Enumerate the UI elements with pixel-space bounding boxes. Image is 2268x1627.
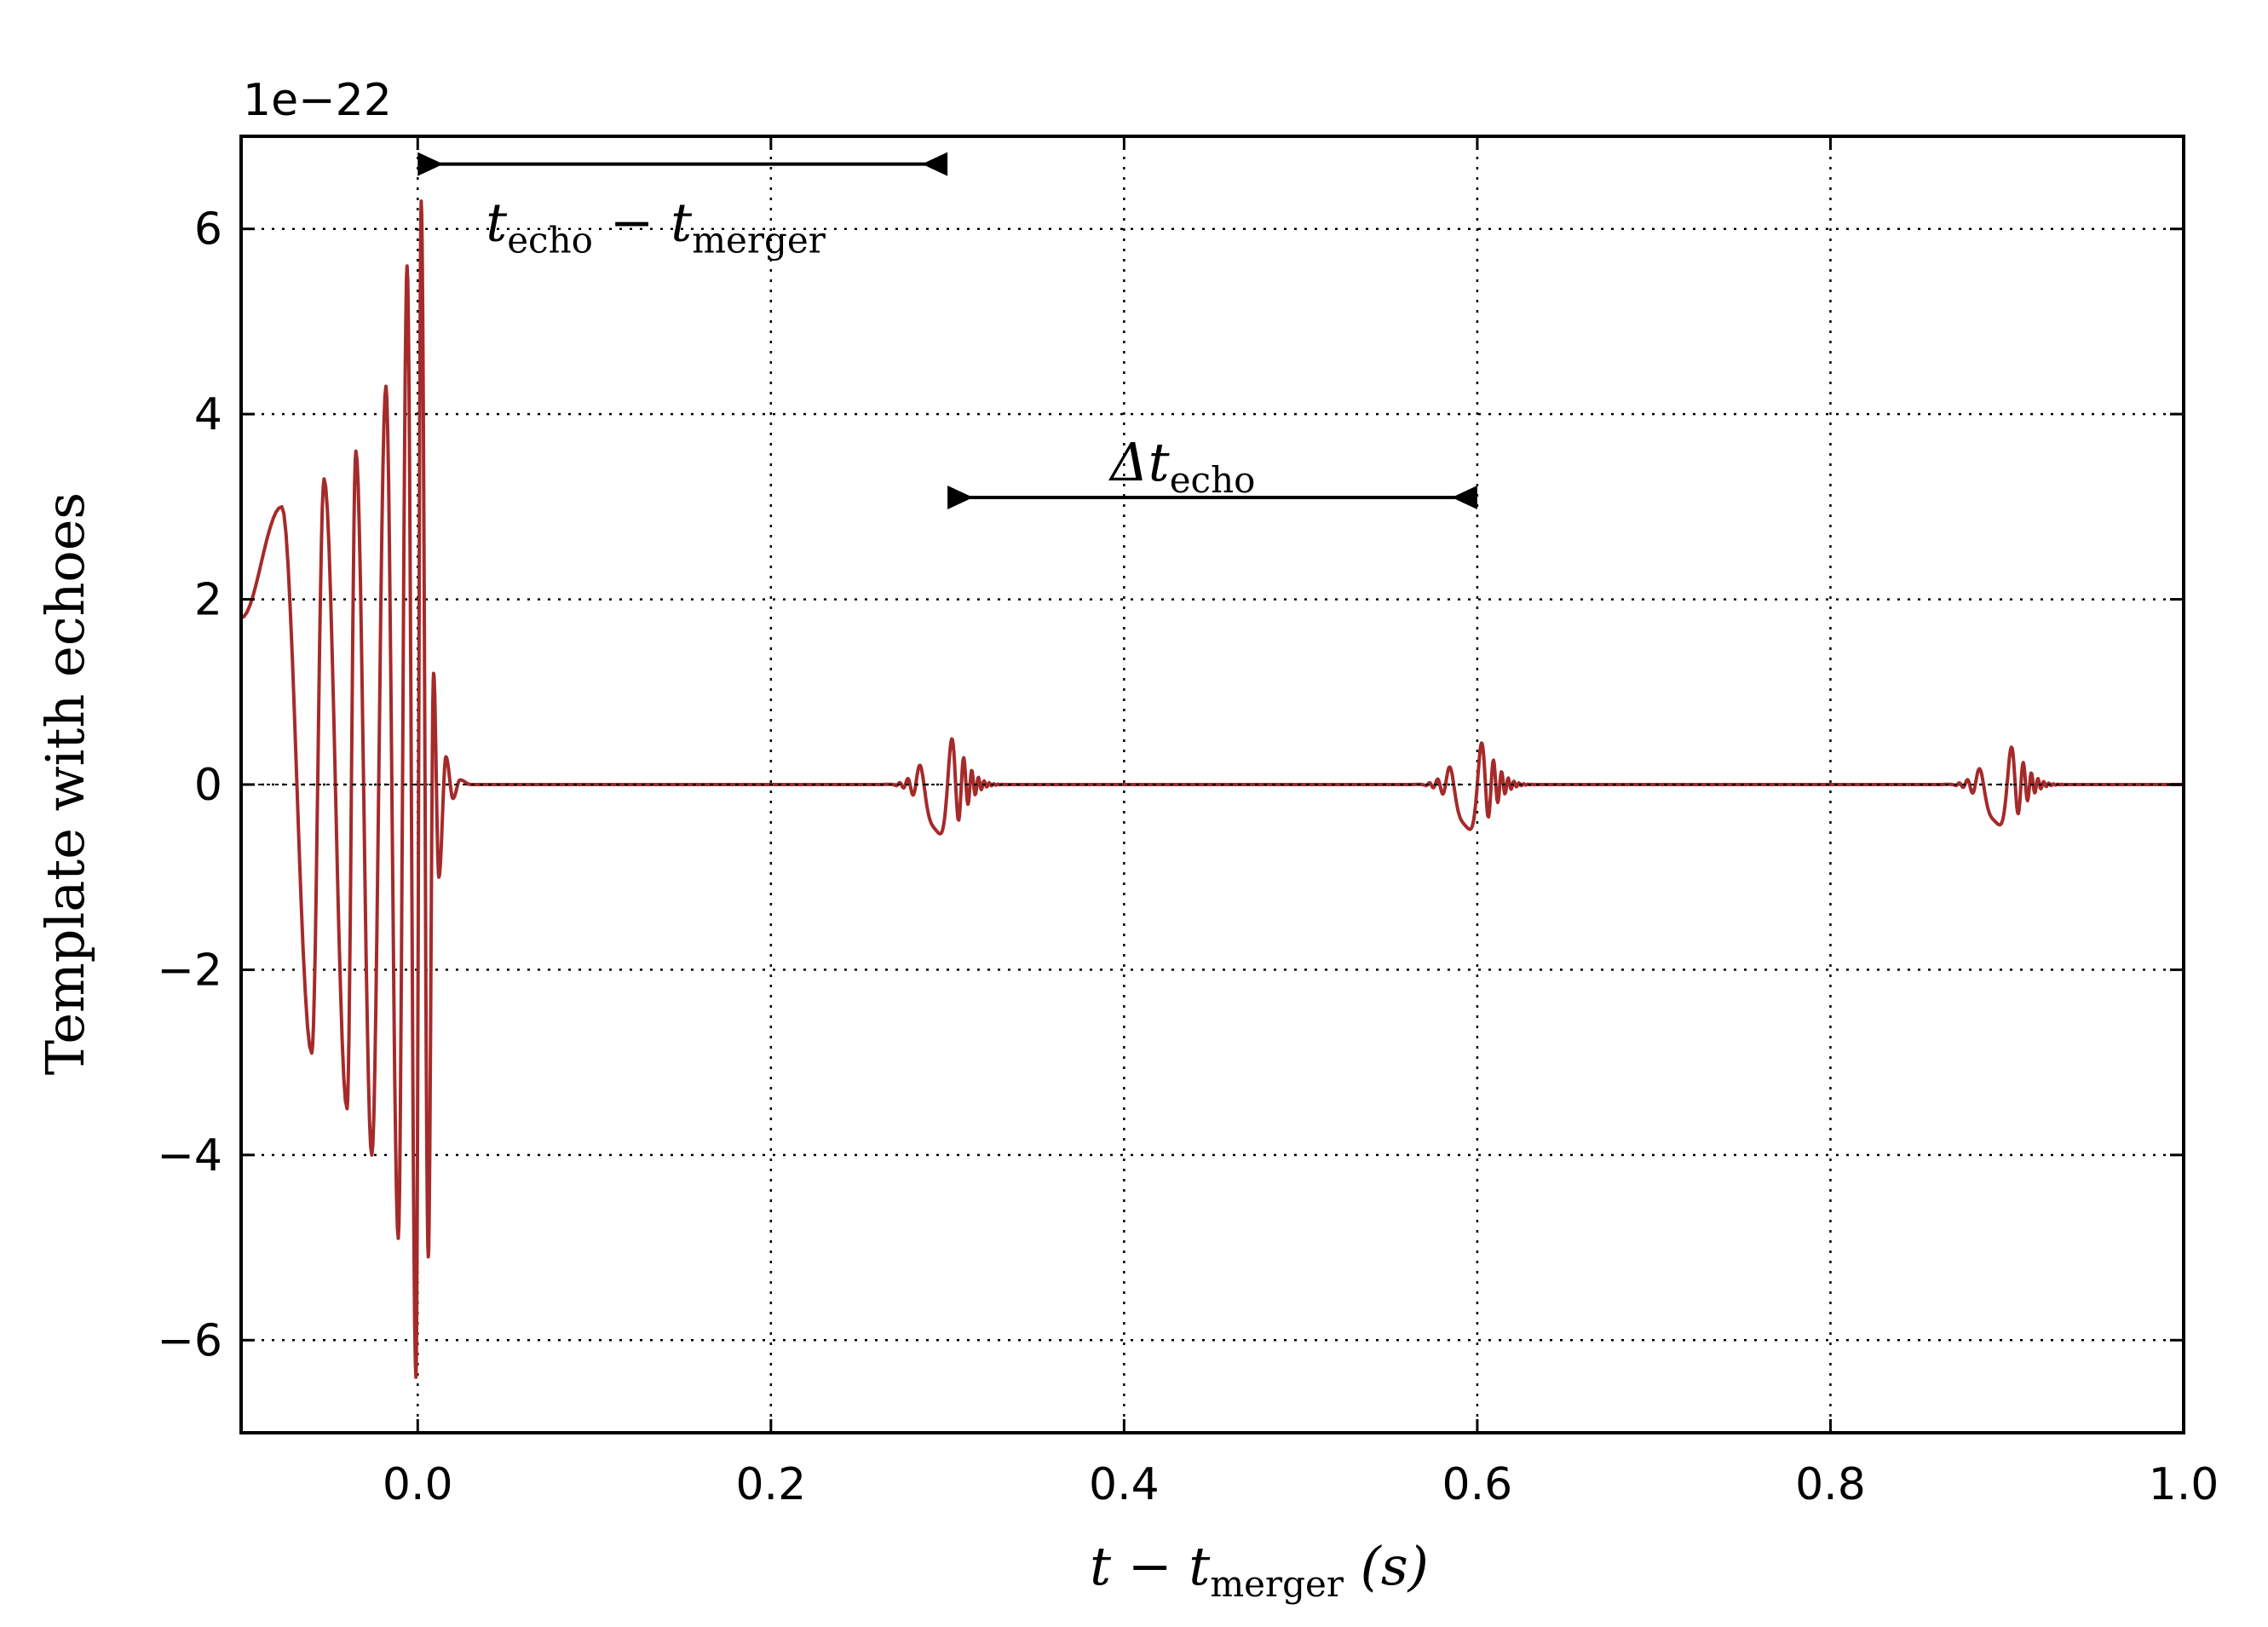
y-offset-label: 1e−22 xyxy=(243,75,392,126)
y-axis-label: Template with echoes xyxy=(34,492,96,1075)
x-tick-label: 0.6 xyxy=(1442,1459,1513,1510)
y-tick-label: −4 xyxy=(157,1130,222,1181)
annotation-arrowhead-left xyxy=(417,152,444,176)
echo-spacing-annotation: Δtecho xyxy=(947,431,1477,509)
x-tick-label: 0.2 xyxy=(735,1459,806,1510)
x-axis-ticks: 0.0 0.2 0.4 0.6 0.8 1.0 xyxy=(383,136,2219,1510)
y-tick-label: −2 xyxy=(157,945,222,996)
signal-line-series xyxy=(240,199,2184,1379)
x-axis-label-main: t − t xyxy=(1090,1535,1210,1597)
x-tick-label: 1.0 xyxy=(2149,1459,2219,1510)
echo-delay-annotation: techo − tmerger xyxy=(417,152,948,262)
x-axis-label: t − tmerger (s) xyxy=(1090,1535,1429,1605)
plot-area xyxy=(240,199,2184,1379)
annotation-arrowhead-right xyxy=(922,152,948,176)
x-tick-label: 0.4 xyxy=(1089,1459,1160,1510)
y-tick-label: 4 xyxy=(194,389,222,440)
y-axis-ticks: −6 −4 −2 0 2 4 6 xyxy=(157,204,2184,1366)
annotations: techo − tmerger Δtecho xyxy=(417,152,1477,509)
x-tick-label: 0.0 xyxy=(383,1459,453,1510)
annotation-label: techo − tmerger xyxy=(486,192,826,262)
y-tick-label: 6 xyxy=(194,204,222,256)
annotation-label: Δtecho xyxy=(1108,431,1255,501)
x-tick-label: 0.8 xyxy=(1795,1459,1866,1510)
x-axis-label-sub: merger xyxy=(1210,1563,1344,1605)
annotation-arrowhead-right xyxy=(1451,485,1477,509)
x-axis-label-suffix: (s) xyxy=(1344,1535,1429,1597)
y-tick-label: 2 xyxy=(194,575,222,626)
annotation-arrowhead-left xyxy=(947,485,974,509)
y-tick-label: −6 xyxy=(157,1315,222,1366)
y-tick-label: 0 xyxy=(194,760,222,811)
